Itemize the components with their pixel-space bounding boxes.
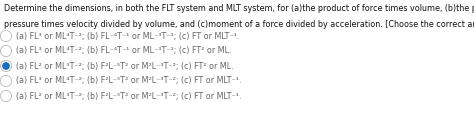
Text: (a) FL² or ML³T⁻²; (b) F²L⁻⁵T² or M²L⁻³T⁻²; (c) FT or MLT⁻¹.: (a) FL² or ML³T⁻²; (b) F²L⁻⁵T² or M²L⁻³T… bbox=[16, 92, 241, 100]
Text: (a) FL² or ML³T⁻²; (b) F²L⁻⁵T² or M²L⁻³T⁻²; (c) FT² or ML.: (a) FL² or ML³T⁻²; (b) F²L⁻⁵T² or M²L⁻³T… bbox=[16, 62, 234, 70]
Text: pressure times velocity divided by volume, and (c)moment of a force divided by a: pressure times velocity divided by volum… bbox=[4, 20, 474, 29]
Ellipse shape bbox=[2, 62, 9, 70]
Text: (a) FL³ or ML⁴T⁻²; (b) F²L⁻⁵T² or M²L⁻³T⁻²; (c) FT or MLT⁻¹.: (a) FL³ or ML⁴T⁻²; (b) F²L⁻⁵T² or M²L⁻³T… bbox=[16, 76, 241, 86]
Text: (a) FL³ or ML⁴T⁻²; (b) FL⁻⁴T⁻¹ or ML⁻³T⁻¹; (c) FT or MLT⁻¹.: (a) FL³ or ML⁴T⁻²; (b) FL⁻⁴T⁻¹ or ML⁻³T⁻… bbox=[16, 32, 239, 40]
Text: Determine the dimensions, in both the FLT system and MLT system, for (a)the prod: Determine the dimensions, in both the FL… bbox=[4, 4, 474, 13]
Text: (a) FL³ or ML⁴T⁻²; (b) FL⁻⁴T⁻¹ or ML⁻³T⁻¹; (c) FT² or ML.: (a) FL³ or ML⁴T⁻²; (b) FL⁻⁴T⁻¹ or ML⁻³T⁻… bbox=[16, 46, 231, 56]
